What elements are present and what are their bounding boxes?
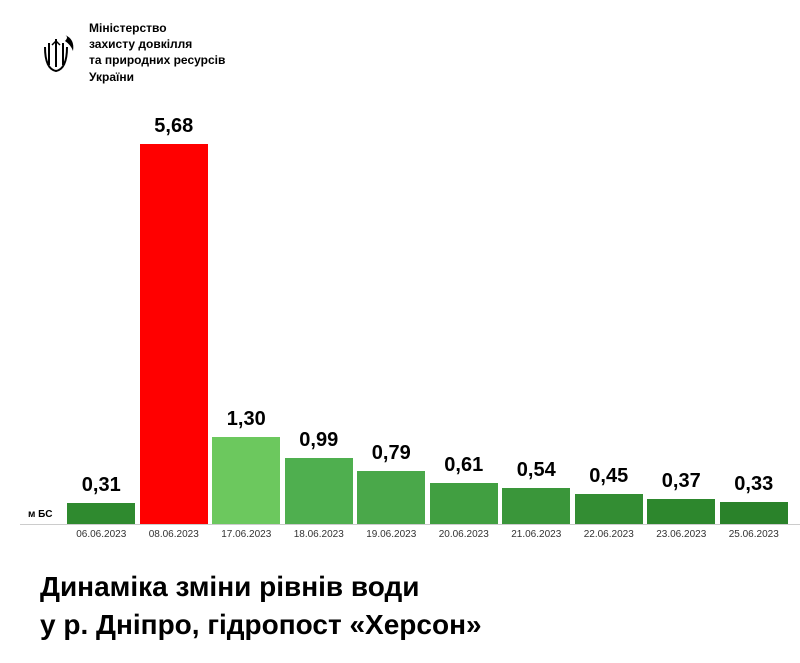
bar: [502, 488, 570, 524]
bar: [67, 503, 135, 524]
bar-value-label: 5,68: [154, 115, 193, 138]
ministry-line: та природних ресурсів: [89, 52, 225, 68]
bar: [720, 502, 788, 524]
header: Міністерство захисту довкілля та природн…: [0, 0, 800, 105]
ministry-line: України: [89, 69, 225, 85]
ministry-name: Міністерство захисту довкілля та природн…: [89, 20, 225, 85]
bar-value-label: 0,33: [734, 473, 773, 496]
x-axis-date: 06.06.2023: [65, 529, 138, 540]
x-axis-date: 18.06.2023: [283, 529, 356, 540]
x-axis-date: 21.06.2023: [500, 529, 573, 540]
bar-value-label: 0,54: [517, 459, 556, 482]
x-axis-date: 17.06.2023: [210, 529, 283, 540]
bar: [212, 437, 280, 524]
bar: [647, 499, 715, 524]
bar-wrapper: 0,79: [355, 105, 428, 524]
ministry-line: Міністерство: [89, 20, 225, 36]
bar-value-label: 0,45: [589, 465, 628, 488]
bar-wrapper: 0,99: [283, 105, 356, 524]
bar-chart: м БС 0,31 5,68 1,30 0,99 0,79 0,61 0,54 0,45 0,3…: [20, 105, 800, 525]
x-axis-date: 23.06.2023: [645, 529, 718, 540]
bar: [357, 471, 425, 524]
bar-value-label: 0,31: [82, 474, 121, 497]
bar-wrapper: 0,33: [718, 105, 791, 524]
y-axis-label: м БС: [28, 509, 52, 520]
bar: [140, 144, 208, 524]
bar-wrapper: 1,30: [210, 105, 283, 524]
bar-value-label: 0,61: [444, 454, 483, 477]
bar-wrapper: 5,68: [138, 105, 211, 524]
x-axis-date: 08.06.2023: [138, 529, 211, 540]
x-axis-date: 22.06.2023: [573, 529, 646, 540]
x-axis-date: 19.06.2023: [355, 529, 428, 540]
bar-wrapper: 0,45: [573, 105, 646, 524]
ministry-line: захисту довкілля: [89, 36, 225, 52]
bar-wrapper: 0,31: [65, 105, 138, 524]
title-line: Динаміка зміни рівнів води: [40, 568, 760, 606]
bar-value-label: 1,30: [227, 408, 266, 431]
bar: [285, 458, 353, 524]
x-axis-date: 20.06.2023: [428, 529, 501, 540]
bar-value-label: 0,79: [372, 442, 411, 465]
title-block: Динаміка зміни рівнів води у р. Дніпро, …: [0, 540, 800, 644]
bar-wrapper: 0,61: [428, 105, 501, 524]
x-axis-labels: 06.06.202308.06.202317.06.202318.06.2023…: [20, 525, 800, 540]
chart-section: м БС 0,31 5,68 1,30 0,99 0,79 0,61 0,54 0,45 0,3…: [0, 105, 800, 540]
bar: [430, 483, 498, 524]
title-line: у р. Дніпро, гідропост «Херсон»: [40, 606, 760, 644]
bar-value-label: 0,37: [662, 470, 701, 493]
bar-wrapper: 0,37: [645, 105, 718, 524]
bar-wrapper: 0,54: [500, 105, 573, 524]
ministry-logo-icon: [35, 31, 77, 73]
bar-value-label: 0,99: [299, 429, 338, 452]
x-axis-date: 25.06.2023: [718, 529, 791, 540]
chart-title: Динаміка зміни рівнів води у р. Дніпро, …: [40, 568, 760, 644]
bar: [575, 494, 643, 524]
